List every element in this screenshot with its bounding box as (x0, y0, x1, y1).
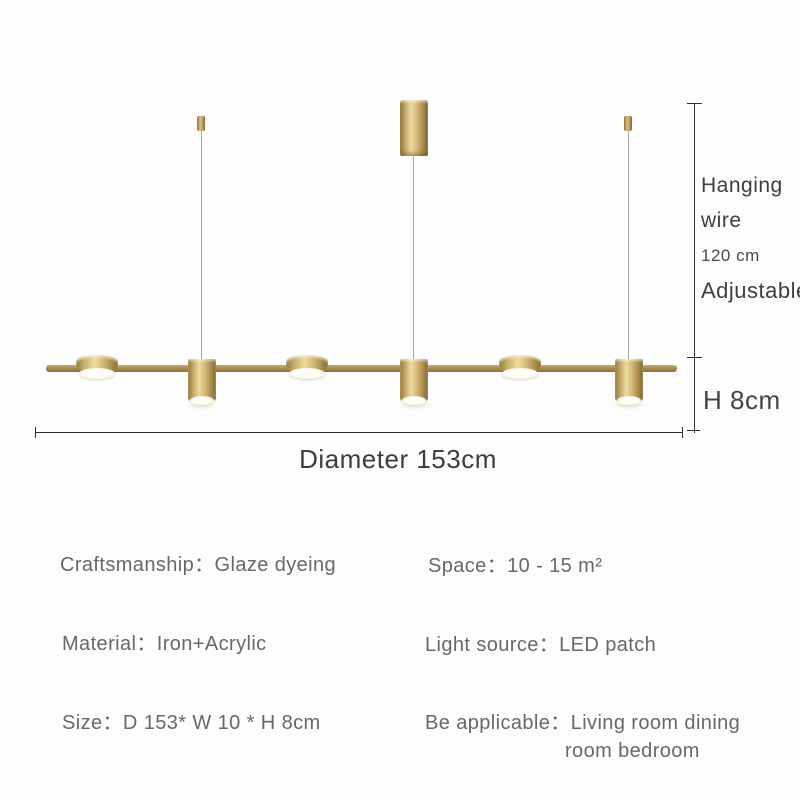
diameter-dimension-label: Diameter 153cm (299, 444, 497, 474)
vertical-dimension-line (694, 103, 695, 433)
spec-applicable-line2: room bedroom (565, 740, 700, 762)
ceiling-cap-right (624, 116, 632, 131)
ceiling-canister (400, 100, 428, 156)
cylinder-light-lens (402, 396, 426, 405)
fixture-bar (46, 365, 677, 372)
cylinder-light-2 (400, 359, 428, 405)
hanging-wire-center (413, 155, 414, 362)
cylinder-light-lens (190, 396, 214, 405)
disc-light-lens (289, 368, 325, 379)
cylinder-light-lens (617, 396, 641, 405)
spec-space: Space：10 - 15 m² (428, 555, 603, 577)
disc-light-3 (499, 355, 541, 379)
spec-craftsmanship: Craftsmanship：Glaze dyeing (60, 554, 337, 576)
hanging-wire-label-line4: Adjustable (701, 278, 800, 303)
spec-material: Material：Iron+Acrylic (62, 633, 267, 655)
disc-light-1 (76, 355, 118, 379)
hanging-wire-label-line3: 120 cm (701, 246, 760, 265)
disc-light-lens (502, 368, 538, 379)
spec-light-source: Light source：LED patch (425, 634, 657, 656)
disc-light-2 (286, 355, 328, 379)
cylinder-light-body (615, 359, 643, 401)
hanging-wire-right (628, 130, 629, 362)
disc-light-band (499, 355, 541, 371)
cylinder-light-3 (615, 359, 643, 405)
hanging-wire-label-line2: wire (701, 209, 742, 232)
disc-light-lens (79, 368, 115, 379)
height-dimension-label: H 8cm (703, 385, 781, 415)
spec-size: Size：D 153* W 10 * H 8cm (62, 712, 321, 734)
spec-applicable-line1: Be applicable：Living room dining (425, 712, 741, 734)
cylinder-light-1 (188, 359, 216, 405)
disc-light-band (286, 355, 328, 371)
cylinder-light-body (400, 359, 428, 401)
diameter-tick-left (35, 427, 36, 438)
dimension-tick-bar-level (687, 357, 702, 358)
cylinder-light-body (188, 359, 216, 401)
dimension-tick-bottom (687, 430, 700, 431)
dimension-tick-top (687, 103, 702, 104)
diameter-tick-right (682, 427, 683, 438)
ceiling-cap-left (197, 116, 205, 131)
diameter-dimension-line (35, 432, 683, 433)
hanging-wire-left (201, 130, 202, 362)
disc-light-band (76, 355, 118, 371)
hanging-wire-label-line1: Hanging (701, 174, 783, 197)
